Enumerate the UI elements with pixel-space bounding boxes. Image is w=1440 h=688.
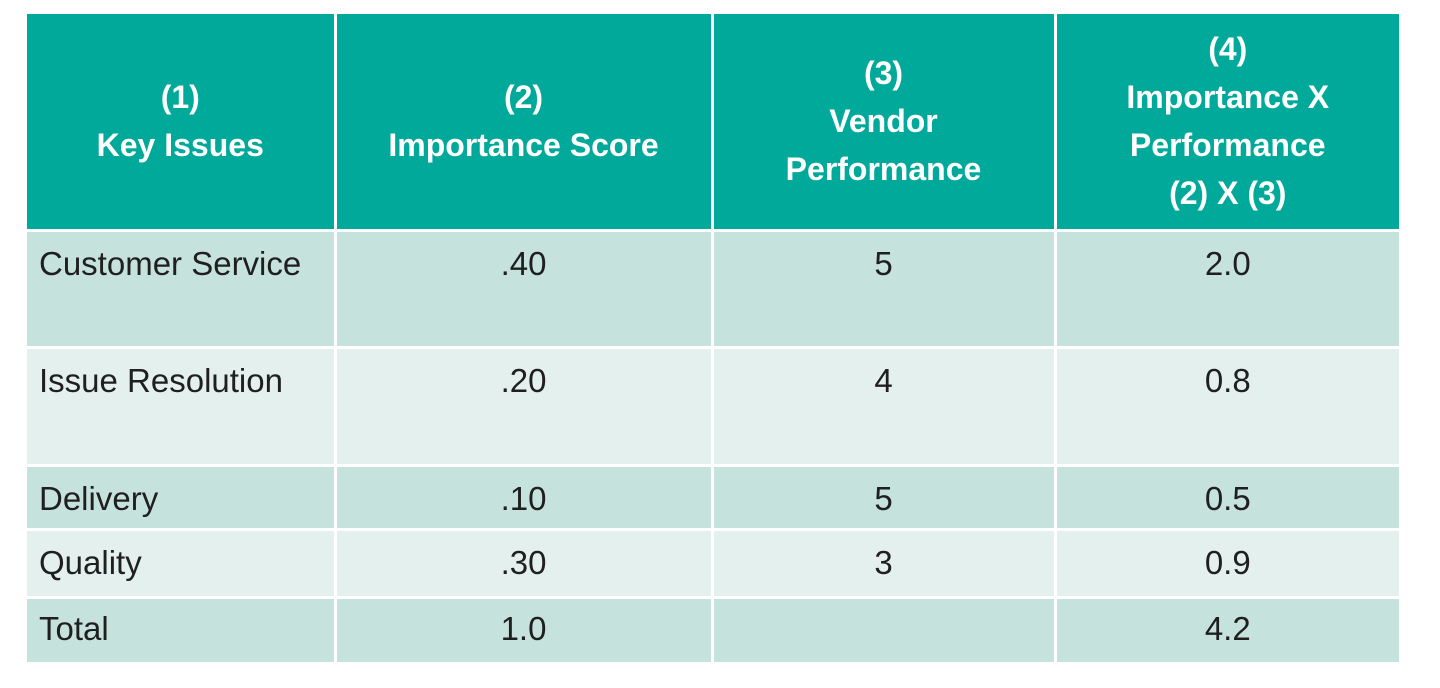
key-issue-cell: Delivery <box>27 465 337 531</box>
vendor-performance-cell: 3 <box>712 529 1057 599</box>
total-label-cell: Total <box>27 597 337 662</box>
column-header-vendor-performance: (3) Vendor Performance <box>712 14 1057 232</box>
key-issue-cell: Quality <box>27 529 337 599</box>
weighted-score-cell: 0.8 <box>1055 347 1399 467</box>
table-row: Issue Resolution .20 4 0.8 <box>27 347 1399 467</box>
header-row: (1) Key Issues (2) Importance Score (3) … <box>27 14 1399 232</box>
total-importance-cell: 1.0 <box>335 597 714 662</box>
weighted-score-cell: 0.5 <box>1055 465 1399 531</box>
total-weighted-score-cell: 4.2 <box>1055 597 1399 662</box>
column-header-importance-score: (2) Importance Score <box>335 14 714 232</box>
vendor-evaluation-table-container: (1) Key Issues (2) Importance Score (3) … <box>27 14 1399 662</box>
column-header-importance-x-performance: (4) Importance X Performance (2) X (3) <box>1055 14 1399 232</box>
importance-score-cell: .30 <box>335 529 714 599</box>
table-row: Delivery .10 5 0.5 <box>27 465 1399 531</box>
key-issue-cell: Customer Service <box>27 230 337 349</box>
table-row: Customer Service .40 5 2.0 <box>27 230 1399 349</box>
vendor-performance-cell: 5 <box>712 465 1057 531</box>
importance-score-cell: .10 <box>335 465 714 531</box>
key-issue-cell: Issue Resolution <box>27 347 337 467</box>
column-header-key-issues: (1) Key Issues <box>27 14 337 232</box>
table-row: Quality .30 3 0.9 <box>27 529 1399 599</box>
total-row: Total 1.0 4.2 <box>27 597 1399 662</box>
weighted-score-cell: 0.9 <box>1055 529 1399 599</box>
vendor-performance-cell: 5 <box>712 230 1057 349</box>
importance-score-cell: .40 <box>335 230 714 349</box>
importance-score-cell: .20 <box>335 347 714 467</box>
weighted-score-cell: 2.0 <box>1055 230 1399 349</box>
total-performance-cell <box>712 597 1057 662</box>
vendor-performance-cell: 4 <box>712 347 1057 467</box>
vendor-evaluation-table: (1) Key Issues (2) Importance Score (3) … <box>27 14 1399 662</box>
